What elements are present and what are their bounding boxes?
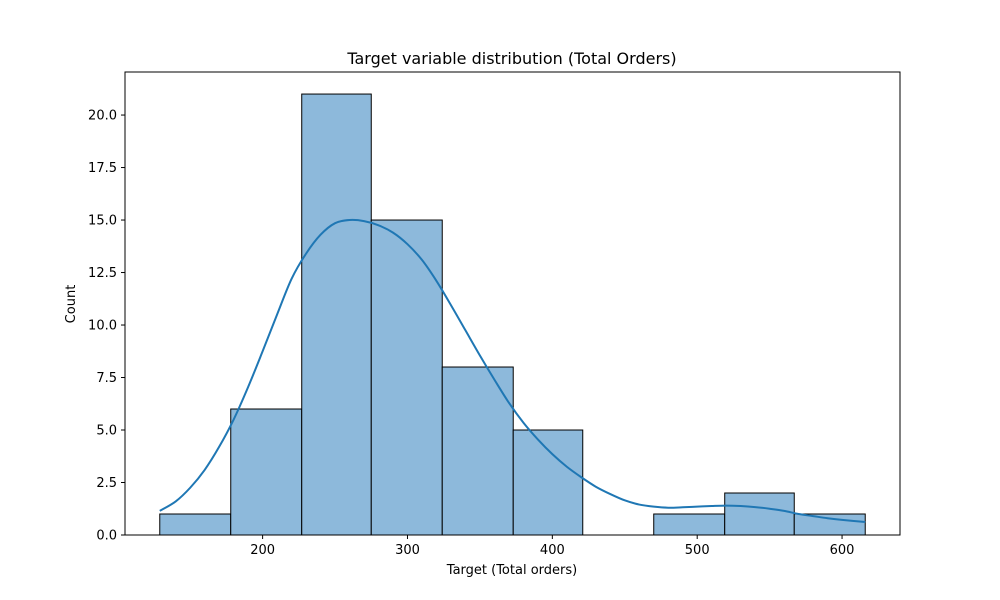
histogram-bar-3 [370,219,443,536]
histogram-bar-5 [512,429,584,536]
chart-title: Target variable distribution (Total Orde… [346,49,676,68]
y-tick-label: 2.5 [96,476,117,491]
kde-line [159,218,866,523]
y-tick-label: 12.5 [88,266,117,281]
y-tick-label: 7.5 [96,371,117,386]
x-tick-label: 600 [830,543,855,558]
histogram-bar-4 [441,366,514,536]
x-axis-ticks: 200 300 400 500 600 [250,535,854,558]
histogram-bar-1 [230,408,303,536]
x-tick-label: 300 [395,543,420,558]
x-tick-label: 200 [250,543,275,558]
histogram-bar-2 [301,93,372,536]
y-axis-ticks: 0.0 2.5 5.0 7.5 10.0 12.5 15.0 17.5 20.0 [88,109,125,544]
x-tick-label: 500 [685,543,710,558]
y-tick-label: 5.0 [96,424,117,439]
y-tick-label: 10.0 [88,319,117,334]
y-tick-label: 0.0 [96,529,117,544]
kde-layer [159,218,866,523]
histogram-bar-7 [653,513,726,536]
x-axis-title: Target (Total orders) [446,563,577,578]
y-tick-label: 20.0 [88,109,117,124]
y-axis-title: Count [64,285,79,324]
histogram-bar-0 [159,513,232,536]
histogram-bar-8 [724,492,795,536]
plot-frame [124,71,901,536]
y-tick-label: 15.0 [88,214,117,229]
bars-layer [159,93,866,536]
histogram-bar-9 [793,513,866,536]
x-tick-label: 400 [540,543,565,558]
y-tick-label: 17.5 [88,161,117,176]
